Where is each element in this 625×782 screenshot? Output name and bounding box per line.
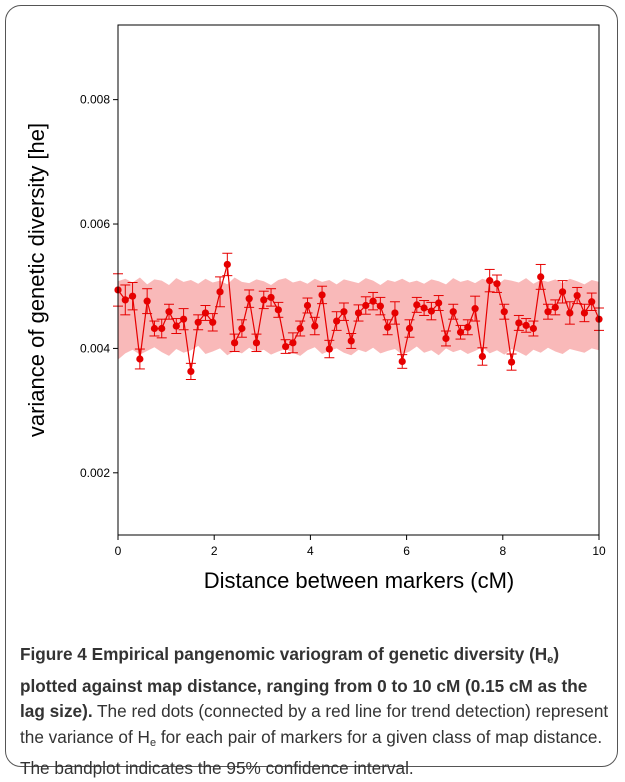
data-point — [282, 342, 290, 351]
data-point — [544, 308, 552, 316]
data-point — [435, 299, 443, 307]
data-point — [398, 357, 406, 366]
data-point — [493, 280, 501, 288]
axes-layer: 0.002 0.004 0.006 0.008 0 2 4 6 8 10 — [80, 24, 606, 558]
data-point — [260, 296, 268, 304]
data-point — [274, 306, 282, 314]
data-point — [165, 308, 173, 316]
x-tick-label: 4 — [307, 544, 314, 558]
data-point — [384, 323, 392, 331]
data-point-layer — [114, 260, 603, 376]
data-point — [427, 307, 435, 315]
data-point — [325, 345, 333, 353]
caption-text-subscript: e — [149, 736, 157, 749]
data-point — [369, 297, 377, 305]
data-point — [507, 358, 516, 366]
data-point — [558, 288, 567, 296]
data-point — [354, 309, 363, 317]
x-tick-label: 10 — [592, 544, 606, 558]
data-point — [172, 322, 180, 330]
figure-frame — [5, 5, 618, 767]
data-point — [179, 315, 188, 323]
data-point — [311, 322, 319, 330]
data-point — [252, 339, 261, 347]
y-axis-label: variance of genetic diversity [he] — [24, 123, 49, 437]
x-tick-label: 8 — [499, 544, 506, 558]
data-point — [121, 296, 129, 304]
data-point — [238, 324, 246, 333]
y-tick-label: 0.006 — [80, 217, 110, 231]
data-point — [420, 304, 428, 312]
figure-caption: Figure 4 Empirical pangenomic variogram … — [20, 642, 610, 782]
x-axis-label: Distance between markers (cM) — [204, 568, 515, 593]
data-point — [529, 324, 538, 333]
data-point — [464, 323, 472, 331]
data-point — [223, 260, 231, 269]
data-point — [405, 324, 414, 333]
data-point — [566, 309, 574, 317]
data-point — [347, 337, 355, 345]
data-point — [194, 318, 202, 326]
data-point — [296, 324, 304, 333]
caption-title-part-1: Figure 4 Empirical pangenomic variogram … — [20, 644, 548, 664]
data-point — [136, 355, 144, 363]
data-point — [333, 317, 341, 325]
x-tick-label: 0 — [115, 544, 122, 558]
data-point — [573, 291, 581, 300]
caption-title-subscript: e — [547, 654, 554, 666]
data-point — [486, 277, 494, 285]
data-point — [391, 309, 399, 317]
data-point — [537, 273, 545, 281]
x-tick-label: 2 — [211, 544, 218, 558]
data-point — [150, 324, 159, 333]
data-point — [318, 291, 326, 299]
data-point — [449, 308, 457, 316]
y-tick-label: 0.002 — [80, 466, 110, 480]
data-point — [303, 301, 312, 310]
data-point — [158, 324, 166, 333]
data-point — [245, 295, 253, 303]
data-point — [413, 301, 421, 309]
data-point — [588, 298, 596, 306]
data-point — [201, 309, 210, 317]
data-point — [478, 352, 486, 361]
data-point — [500, 308, 508, 316]
caption-title: Figure 4 Empirical pangenomic variogram … — [20, 644, 587, 721]
data-point — [362, 301, 370, 310]
data-point — [128, 292, 137, 300]
data-point — [216, 288, 224, 296]
data-point — [187, 367, 195, 376]
caption-text-part-1: The red dots (connected by a red line fo… — [20, 701, 609, 747]
y-tick-label: 0.004 — [80, 341, 110, 355]
y-tick-label: 0.008 — [80, 93, 110, 107]
data-point — [515, 319, 523, 327]
data-point — [143, 297, 151, 305]
data-point — [471, 305, 479, 313]
data-point — [376, 302, 384, 310]
data-point — [456, 328, 465, 336]
data-point — [231, 339, 239, 347]
data-point — [580, 309, 589, 317]
caption-title-part-2: ) plotted against map distance, ranging … — [20, 644, 588, 721]
data-point — [340, 308, 348, 316]
data-point — [289, 339, 297, 347]
data-point — [551, 303, 559, 311]
x-tick-label: 6 — [403, 544, 410, 558]
variogram-chart: 0.002 0.004 0.006 0.008 0 2 4 6 8 10 variance of … — [24, 24, 606, 593]
data-point — [267, 293, 275, 302]
data-point — [209, 318, 217, 326]
plot-frame — [117, 24, 600, 536]
data-point — [442, 334, 450, 343]
data-point — [522, 321, 530, 330]
